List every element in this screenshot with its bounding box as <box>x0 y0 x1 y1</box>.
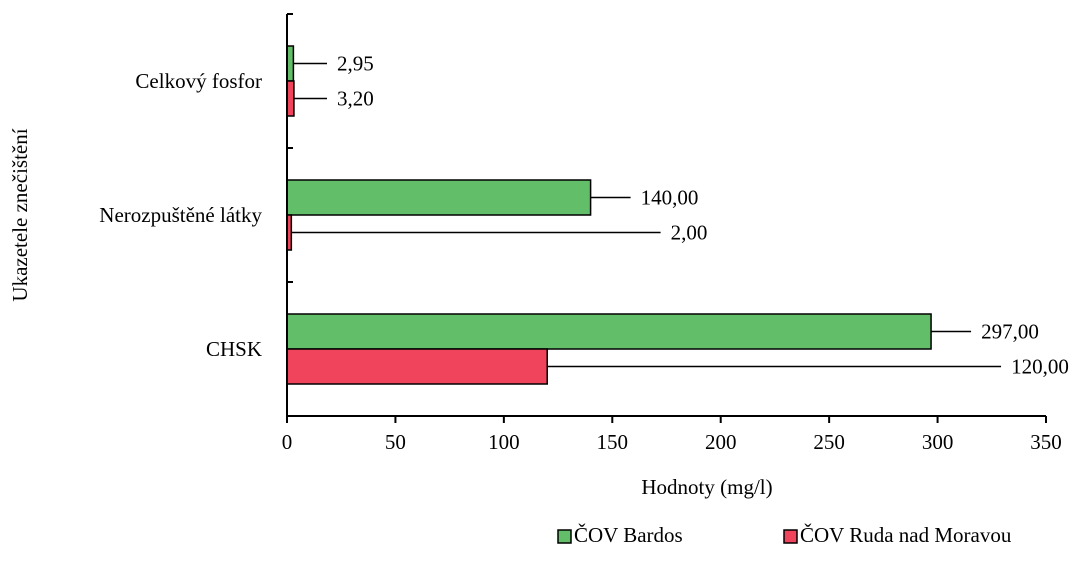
y-category-label: Nerozpuštěné látky <box>99 203 262 227</box>
x-tick-label: 100 <box>488 430 520 454</box>
x-tick-label: 300 <box>922 430 954 454</box>
bar <box>286 313 932 350</box>
legend-swatch <box>557 529 572 544</box>
y-category-label: Celkový fosfor <box>135 69 262 93</box>
x-tick-label: 200 <box>705 430 737 454</box>
data-label: 140,00 <box>641 186 699 210</box>
data-label: 120,00 <box>1011 355 1069 379</box>
x-tick-label: 250 <box>813 430 845 454</box>
legend-label: ČOV Bardos <box>574 523 683 547</box>
x-axis-title: Hodnoty (mg/l) <box>641 475 772 499</box>
data-label: 2,00 <box>671 221 708 245</box>
y-axis-title: Ukazetele znečištění <box>8 128 32 301</box>
data-label: 3,20 <box>337 87 374 111</box>
legend-label: ČOV Ruda nad Moravou <box>800 523 1012 547</box>
x-tick-label: 0 <box>282 430 293 454</box>
bar <box>286 179 592 216</box>
legend: ČOV Bardos ČOV Ruda nad Moravou <box>557 523 1012 547</box>
x-tick-label: 150 <box>597 430 629 454</box>
bar <box>286 80 295 117</box>
x-tick-label: 350 <box>1030 430 1062 454</box>
legend-swatch <box>783 529 798 544</box>
y-category-label: CHSK <box>206 337 262 361</box>
x-tick-label: 50 <box>385 430 406 454</box>
data-label: 297,00 <box>981 320 1039 344</box>
bar <box>286 348 548 385</box>
data-label: 2,95 <box>337 52 374 76</box>
